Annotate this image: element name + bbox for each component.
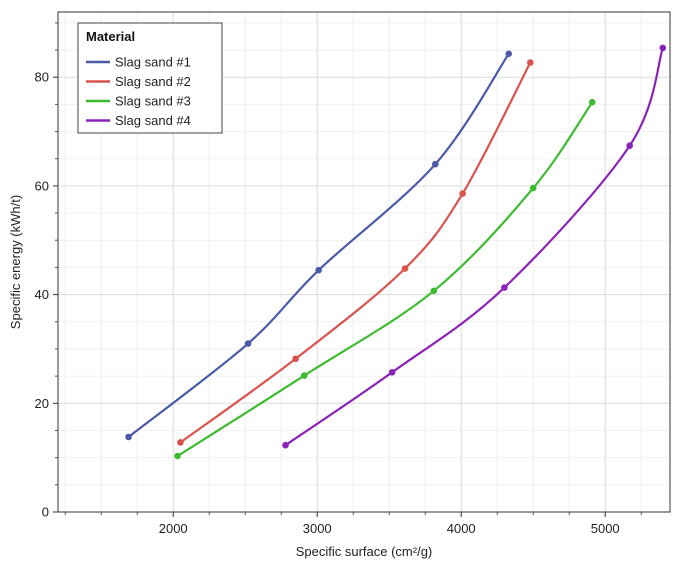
legend: Material Slag sand #1 Slag sand #2 Slag sa… (77, 22, 223, 134)
data-point-slag-sand-3 (300, 372, 308, 379)
data-point-slag-sand-1 (315, 266, 322, 274)
grid-minor (58, 12, 670, 512)
data-point-slag-sand-2 (292, 355, 299, 363)
data-point-slag-sand-3 (588, 98, 596, 106)
x-axis-title: Specific surface (cm²/g) (296, 544, 433, 559)
y-tick-label: 60 (35, 178, 49, 193)
legend-label-slag-sand-2: Slag sand #2 (115, 74, 191, 89)
data-point-slag-sand-2 (401, 265, 409, 272)
data-point-slag-sand-3 (430, 287, 438, 295)
legend-box (77, 22, 223, 134)
data-point-slag-sand-2 (177, 439, 184, 446)
series-line-slag-sand-3 (176, 101, 594, 458)
legend-label-slag-sand-1: Slag sand #1 (115, 55, 191, 70)
data-point-slag-sand-2 (527, 59, 534, 66)
data-point-slag-sand-1 (125, 433, 132, 441)
y-ticks: 0 20 40 60 80 (35, 22, 58, 520)
y-tick-label: 0 (42, 505, 49, 520)
x-ticks: 2000 3000 4000 5000 (64, 512, 642, 536)
x-tick-label: 2000 (159, 521, 188, 536)
y-axis-title: Specific energy (kWh/t) (8, 195, 23, 329)
data-point-slag-sand-1 (505, 50, 513, 58)
y-tick-label: 20 (35, 396, 49, 411)
data-point-slag-sand-4 (659, 44, 667, 52)
series-points (125, 44, 667, 460)
y-tick-label: 80 (35, 70, 49, 85)
data-point-slag-sand-4 (626, 142, 633, 149)
plot-frame (57, 11, 671, 513)
x-tick-label: 4000 (447, 521, 476, 536)
y-tick-label: 40 (35, 287, 49, 302)
data-point-slag-sand-1 (244, 340, 252, 347)
data-point-slag-sand-4 (282, 441, 289, 449)
legend-label-slag-sand-3: Slag sand #3 (115, 94, 191, 109)
x-tick-label: 3000 (303, 521, 332, 536)
legend-label-slag-sand-4: Slag sand #4 (115, 113, 191, 128)
data-point-slag-sand-2 (459, 190, 466, 197)
data-point-slag-sand-1 (431, 160, 439, 168)
legend-title: Material (86, 29, 135, 44)
x-tick-label: 5000 (591, 521, 620, 536)
data-point-slag-sand-3 (174, 452, 181, 460)
data-point-slag-sand-4 (388, 369, 396, 376)
series-line-slag-sand-2 (179, 61, 532, 444)
data-point-slag-sand-4 (501, 284, 508, 291)
data-point-slag-sand-3 (529, 184, 537, 192)
series-line-slag-sand-4 (284, 46, 664, 447)
